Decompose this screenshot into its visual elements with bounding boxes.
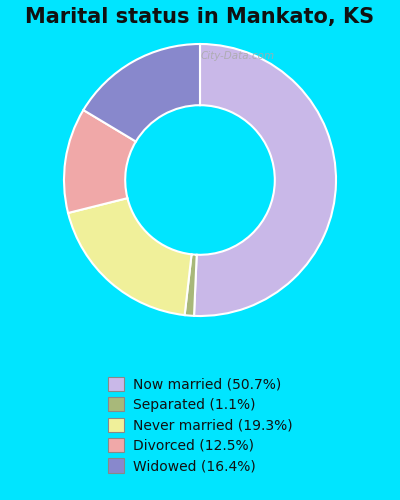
Wedge shape <box>185 254 197 316</box>
Wedge shape <box>68 198 192 315</box>
Wedge shape <box>194 44 336 316</box>
Legend: Now married (50.7%), Separated (1.1%), Never married (19.3%), Divorced (12.5%), : Now married (50.7%), Separated (1.1%), N… <box>101 370 299 480</box>
Text: Marital status in Mankato, KS: Marital status in Mankato, KS <box>26 8 374 28</box>
Wedge shape <box>64 110 136 213</box>
Text: City-Data.com: City-Data.com <box>201 51 275 61</box>
Wedge shape <box>83 44 200 142</box>
